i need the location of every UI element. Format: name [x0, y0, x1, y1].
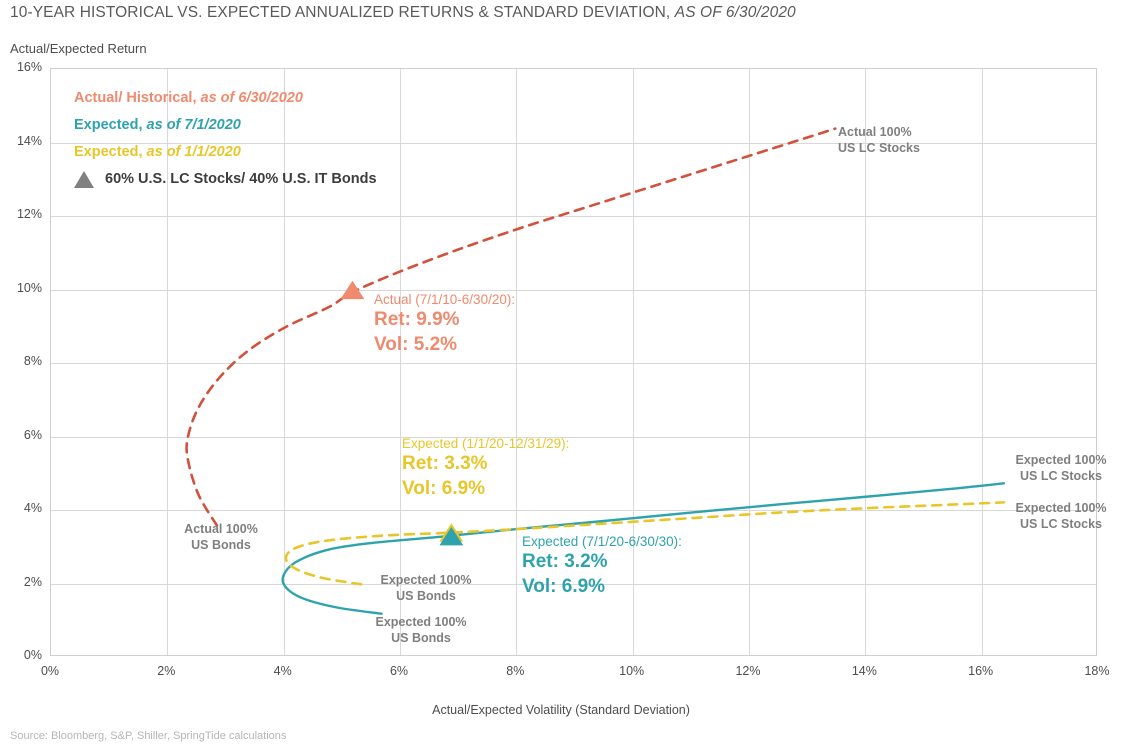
actual-callout-return: Ret: 9.9%: [374, 309, 460, 331]
y-axis-title: Actual/Expected Return: [10, 41, 147, 56]
x-axis-tick-label: 14%: [851, 664, 877, 678]
endpoint-expected-teal-bonds: Expected 100% US Bonds: [365, 614, 477, 647]
legend-date-expected-jan: as of 1/1/2020: [146, 144, 241, 161]
legend-label-expected-jan: Expected,: [74, 144, 143, 161]
actual-callout-vol: Vol: 5.2%: [374, 333, 458, 355]
x-axis-tick-label: 2%: [157, 664, 176, 678]
page-title-main: 10-YEAR HISTORICAL VS. EXPECTED ANNUALIZ…: [10, 4, 671, 21]
page-title-date: AS OF 6/30/2020: [674, 4, 796, 21]
legend-item-expected-july: Expected, as of 7/1/2020: [74, 116, 494, 134]
x-axis-tick-label: 6%: [389, 664, 409, 678]
expected-jan-callout: Expected (1/1/20-12/31/29): Ret: 3.3% Vo…: [402, 435, 569, 501]
endpoint-actual-bonds-line2: US Bonds: [191, 538, 251, 553]
expected-july-callout-head: Expected (7/1/20-6/30/30):: [522, 534, 682, 549]
endpoint-expected-yellow-stocks-line1: Expected 100%: [1015, 501, 1107, 515]
actual-callout-head: Actual (7/1/10-6/30/20):: [374, 292, 516, 307]
y-axis-tick-label: 6%: [23, 427, 42, 442]
gridline-vertical: [749, 69, 750, 655]
gridline-horizontal: [51, 436, 1096, 438]
endpoint-actual-stocks-line1: Actual 100%: [838, 125, 912, 139]
endpoint-actual-stocks: Actual 100% US LC Stocks: [838, 124, 920, 157]
endpoint-expected-teal-stocks-line2: US LC Stocks: [1020, 469, 1102, 484]
endpoint-actual-stocks-line2: US LC Stocks: [838, 141, 920, 156]
endpoint-expected-yellow-bonds: Expected 100% US Bonds: [370, 572, 482, 605]
endpoint-expected-teal-stocks-line1: Expected 100%: [1015, 453, 1107, 467]
expected-july-callout-vol: Vol: 6.9%: [522, 575, 606, 597]
expected-july-callout-return: Ret: 3.2%: [522, 551, 608, 573]
endpoint-expected-yellow-bonds-line2: US Bonds: [396, 589, 456, 604]
y-axis-tick-label: 12%: [16, 207, 42, 221]
endpoint-expected-yellow-bonds-line1: Expected 100%: [380, 573, 472, 587]
expected-jan-callout-head: Expected (1/1/20-12/31/29):: [402, 436, 570, 451]
endpoint-expected-teal-stocks: Expected 100% US LC Stocks: [1005, 452, 1117, 485]
legend: Actual/ Historical, as of 6/30/2020 Expe…: [74, 89, 494, 198]
y-axis-tick-label: 4%: [23, 501, 42, 515]
x-axis-tick-label: 12%: [735, 664, 761, 678]
endpoint-expected-teal-bonds-line2: US Bonds: [391, 631, 451, 646]
source-note: Source: Bloomberg, S&P, Shiller, SpringT…: [10, 730, 287, 742]
endpoint-actual-bonds: Actual 100% US Bonds: [178, 521, 264, 554]
legend-label-actual: Actual/ Historical,: [74, 90, 197, 106]
legend-item-actual: Actual/ Historical, as of 6/30/2020: [74, 89, 494, 107]
y-axis-tick-label: 14%: [16, 133, 42, 148]
legend-date-actual: as of 6/30/2020: [200, 90, 303, 106]
legend-item-blend-marker: 60% U.S. LC Stocks/ 40% U.S. IT Bonds: [74, 170, 494, 188]
page-title: 10-YEAR HISTORICAL VS. EXPECTED ANNUALIZ…: [10, 4, 796, 22]
endpoint-expected-yellow-stocks: Expected 100% US LC Stocks: [1005, 500, 1117, 533]
gridline-horizontal: [51, 216, 1096, 217]
legend-label-expected-july: Expected,: [74, 117, 143, 134]
actual-callout: Actual (7/1/10-6/30/20): Ret: 9.9% Vol: …: [374, 291, 515, 357]
gridline-horizontal: [51, 289, 1096, 291]
y-axis-tick-label: 0%: [23, 648, 42, 662]
x-axis-title: Actual/Expected Volatility (Standard Dev…: [432, 703, 690, 717]
expected-jan-callout-vol: Vol: 6.9%: [402, 477, 486, 499]
y-axis-tick-label: 16%: [16, 60, 42, 74]
expected-july-callout: Expected (7/1/20-6/30/30): Ret: 3.2% Vol…: [522, 533, 682, 599]
y-axis-tick-label: 8%: [23, 354, 42, 368]
x-axis-tick-label: 4%: [273, 664, 292, 678]
x-axis-tick-label: 10%: [619, 664, 645, 678]
endpoint-actual-bonds-line1: Actual 100%: [184, 522, 258, 536]
x-axis-tick-label: 16%: [968, 664, 994, 678]
x-axis-tick-label: 0%: [40, 664, 60, 678]
x-axis-tick-label: 18%: [1084, 664, 1110, 678]
y-axis-tick-label: 10%: [16, 280, 42, 295]
triangle-icon: [74, 170, 94, 188]
y-axis-tick-label: 2%: [23, 574, 42, 589]
endpoint-expected-yellow-stocks-line2: US LC Stocks: [1020, 517, 1102, 532]
gridline-vertical: [516, 69, 518, 655]
expected-jan-callout-return: Ret: 3.3%: [402, 453, 488, 475]
endpoint-expected-teal-bonds-line1: Expected 100%: [375, 615, 467, 629]
gridline-horizontal: [51, 363, 1096, 364]
gridline-vertical: [981, 69, 983, 655]
legend-item-expected-jan: Expected, as of 1/1/2020: [74, 143, 494, 161]
legend-date-expected-july: as of 7/1/2020: [146, 117, 241, 134]
gridline-horizontal: [51, 510, 1096, 511]
gridline-vertical: [865, 69, 867, 655]
legend-label-blend: 60% U.S. LC Stocks/ 40% U.S. IT Bonds: [105, 171, 377, 188]
x-axis-tick-label: 8%: [506, 664, 525, 678]
gridline-vertical: [167, 69, 169, 655]
